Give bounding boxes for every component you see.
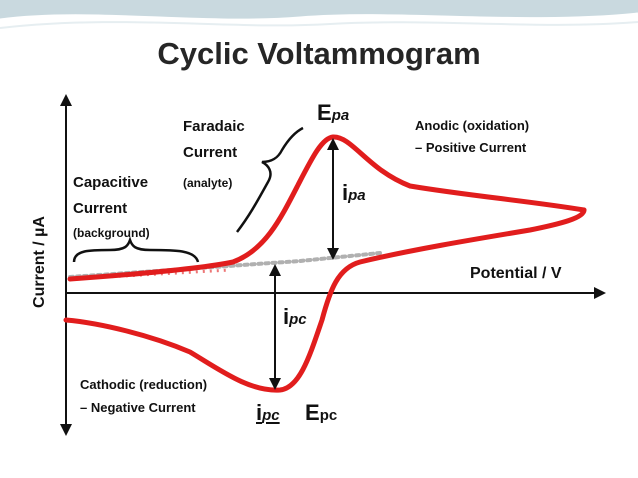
x-axis-label: Potential / V — [470, 265, 562, 282]
capacitive-note: (background) — [73, 226, 150, 240]
faradaic-line2: Current — [183, 144, 238, 161]
cathodic-line2: – Negative Current — [80, 400, 196, 415]
anodic-line1: Anodic (oxidation) — [415, 118, 530, 133]
anodic-line2: – Positive Current — [415, 140, 527, 155]
faradaic-line1: Faradaic — [183, 118, 245, 135]
epa-label: Epa — [317, 100, 350, 125]
faradaic-brace — [236, 126, 304, 233]
capacitive-brace — [72, 236, 200, 263]
anodic-sweep-curve — [67, 134, 587, 282]
capacitive-line1: Capacitive — [73, 174, 149, 191]
ipc-bottom-label: ipc — [256, 400, 280, 425]
capacitive-line2: Current — [73, 200, 128, 217]
y-axis-label: Current / µA — [31, 216, 48, 308]
epc-label: Epc — [305, 400, 338, 425]
cathodic-sweep-curve — [63, 207, 587, 393]
slide-banner — [0, 0, 638, 29]
faradaic-note: (analyte) — [183, 176, 233, 190]
ipc-label: ipc — [283, 304, 307, 329]
ipa-label: ipa — [342, 180, 366, 205]
background-current-line-red — [69, 268, 231, 281]
cathodic-line1: Cathodic (reduction) — [80, 377, 208, 392]
page-title: Cyclic Voltammogram — [157, 36, 481, 71]
